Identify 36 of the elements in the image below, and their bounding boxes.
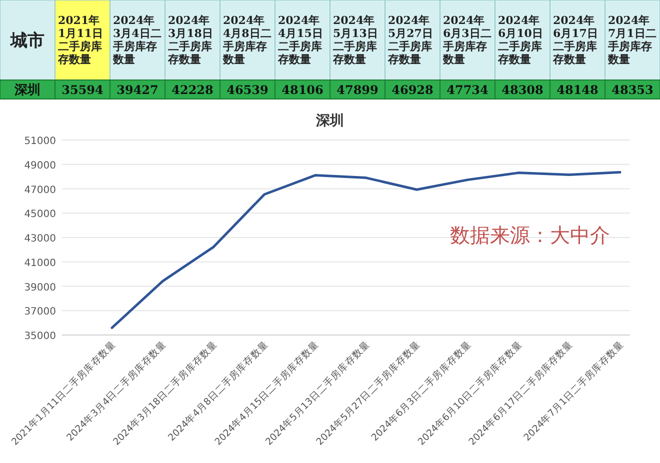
data-label: 47734	[446, 83, 488, 97]
line-series	[110, 171, 622, 330]
y-tick-label: 49000	[24, 160, 56, 172]
y-tick-label: 45000	[24, 209, 56, 220]
category-label: 2024年5月13日二手房库存数量	[333, 14, 379, 66]
category-label: 2021年1月11日二手房库存数量	[58, 14, 104, 66]
y-tick-label: 47000	[24, 184, 56, 196]
annotation: 数据来源：大中介	[450, 223, 610, 247]
data-label: 46539	[226, 83, 268, 97]
y-tick-label: 41000	[24, 258, 56, 269]
data-label: 35594	[62, 83, 104, 97]
data-label: 42228	[172, 83, 214, 97]
data-label: 48353	[612, 83, 654, 97]
data-label: 48308	[502, 83, 544, 97]
data-label: 46928	[392, 83, 434, 97]
category-label: 2024年5月27日二手房库存数量	[388, 14, 434, 66]
data-label: 48148	[556, 83, 598, 97]
y-tick-label: 43000	[24, 234, 56, 244]
y-tick-label: 39000	[24, 282, 56, 294]
data-label: 48106	[282, 83, 324, 97]
data-label: 47899	[336, 83, 378, 97]
y-tick-label: 35000	[24, 331, 56, 342]
category-label: 2024年6月17日二手房库存数量	[553, 14, 599, 66]
series-label: 深圳	[14, 83, 40, 98]
chart-title: 深圳	[315, 113, 344, 129]
y-tick-label: 37000	[24, 306, 56, 318]
data-label: 39427	[116, 83, 158, 97]
text: 城市	[10, 31, 44, 51]
category-label: 2024年4月15日二手房库存数量	[278, 14, 324, 66]
category-label: 2024年4月8日二手房库存数量	[223, 14, 272, 66]
category-label: 2024年6月10日二手房库存数量	[498, 14, 544, 66]
category-label: 2024年3月4日二手房库存数量	[113, 14, 162, 66]
y-tick-label: 51000	[24, 136, 56, 147]
category-label: 2024年3月18日二手房库存数量	[168, 14, 214, 66]
category-label: 2024年7月1日二手房库存数量	[608, 14, 657, 66]
category-label: 2024年6月3日二手房库存数量	[443, 14, 492, 66]
